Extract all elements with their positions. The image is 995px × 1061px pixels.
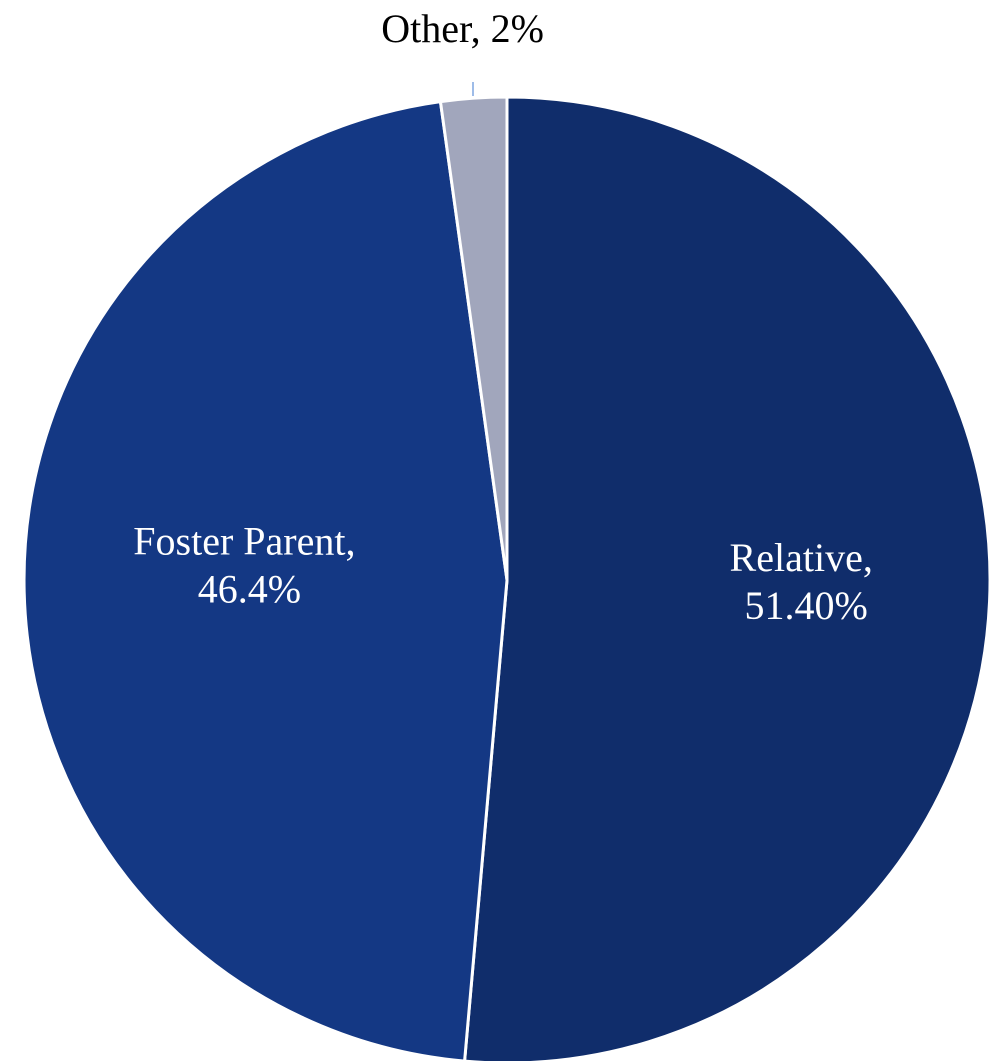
slice-label-foster-parent-name: Foster Parent, [133, 519, 355, 564]
slice-label-relative: Relative, 51.40% [730, 535, 883, 628]
pie-slice-foster-parent [22, 99, 509, 1061]
pie-slice-relative [463, 95, 992, 1061]
pie-slice-other [438, 95, 509, 581]
slices-layer [22, 95, 992, 1061]
slice-label-foster-parent: Foster Parent, 46.4% [133, 519, 365, 612]
slice-label-relative-value: 51.40% [745, 583, 868, 628]
labels-layer: Relative, 51.40% Foster Parent, 46.4% Ot… [133, 6, 883, 628]
slice-label-relative-name: Relative, [730, 535, 873, 580]
slice-label-foster-parent-value: 46.4% [198, 567, 301, 612]
slice-label-other: Other, 2% [381, 6, 544, 51]
